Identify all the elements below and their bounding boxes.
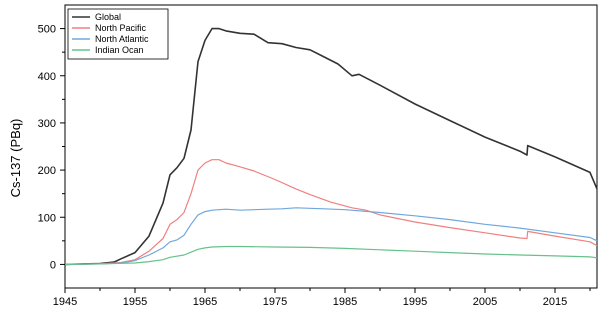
x-tick-label: 1945: [53, 296, 77, 308]
series-line-north-pacific: [64, 159, 598, 265]
x-tick-label: 1955: [123, 296, 147, 308]
legend-label: Indian Ocan: [95, 45, 144, 55]
x-tick-label: 2015: [543, 296, 567, 308]
y-tick-label: 0: [50, 259, 56, 271]
series-layer: [64, 27, 598, 266]
series-line-north-atlantic: [64, 207, 598, 265]
y-tick-label: 400: [38, 71, 56, 83]
y-axis-title: Cs-137 (PBq): [8, 119, 23, 198]
series-line-global: [64, 27, 598, 266]
y-tick-label: 200: [38, 165, 56, 177]
x-tick-label: 1965: [193, 296, 217, 308]
y-tick-label: 500: [38, 24, 56, 36]
legend-label: North Atlantic: [95, 34, 149, 44]
legend-label: Global: [95, 12, 121, 22]
x-tick-label: 1975: [263, 296, 287, 308]
y-tick-label: 300: [38, 118, 56, 130]
series-line-indian-ocan: [64, 245, 598, 265]
x-tick-label: 2005: [473, 296, 497, 308]
x-tick-label: 1985: [333, 296, 357, 308]
x-tick-label: 1995: [403, 296, 427, 308]
y-tick-label: 100: [38, 212, 56, 224]
y-axis: 0 100 200 300 400 500: [38, 24, 65, 271]
x-axis: 1945 1955 1965 1975 1985 1995 2005 2015: [53, 288, 591, 308]
legend-label: North Pacific: [95, 23, 147, 33]
